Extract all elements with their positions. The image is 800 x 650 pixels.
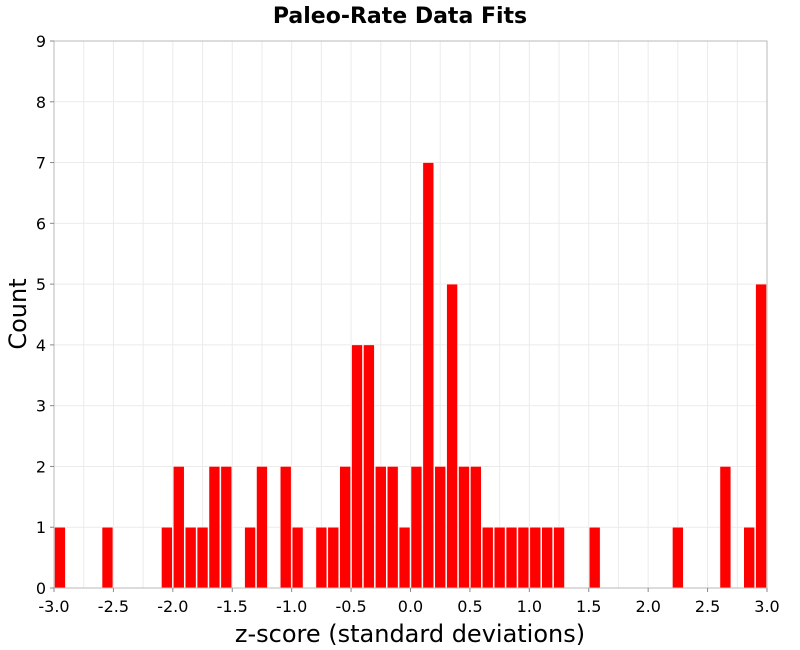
x-tick-label: -3.0	[38, 597, 69, 616]
histogram-bar-3	[173, 466, 185, 589]
histogram-bar-8	[244, 526, 256, 589]
histogram-bar-20	[410, 466, 423, 589]
histogram-bar-0	[54, 526, 66, 589]
histogram-bar-16	[363, 344, 375, 589]
histogram-bar-2	[161, 526, 173, 589]
x-axis-label: z-score (standard deviations)	[235, 620, 585, 648]
y-tick-label: 0	[36, 579, 46, 598]
x-tick-label: 0.0	[398, 597, 423, 616]
histogram-bar-25	[470, 466, 482, 589]
y-tick-label: 7	[36, 154, 46, 173]
histogram-bar-5	[196, 526, 209, 589]
histogram-bar-13	[327, 526, 339, 589]
histogram-bar-36	[743, 526, 755, 589]
histogram-bar-19	[398, 526, 411, 589]
histogram-bar-1	[101, 526, 114, 589]
x-tick-label: 2.5	[695, 597, 720, 616]
histogram-bar-33	[589, 526, 601, 589]
y-tick-label: 9	[36, 32, 46, 51]
x-tick-label: -1.5	[217, 597, 248, 616]
histogram-bar-31	[541, 526, 553, 589]
histogram-bar-23	[446, 283, 458, 589]
histogram-bar-21	[422, 162, 435, 589]
y-tick-label: 6	[36, 214, 46, 233]
histogram-bar-17	[375, 466, 387, 589]
histogram-bar-30	[529, 526, 541, 589]
x-tick-label: 0.5	[457, 597, 482, 616]
histogram-bar-4	[184, 526, 197, 589]
histogram-bar-26	[482, 526, 494, 589]
y-tick-label: 4	[36, 336, 46, 355]
y-tick-label: 3	[36, 397, 46, 416]
histogram-bar-34	[672, 526, 684, 589]
histogram-bar-9	[256, 466, 268, 589]
y-tick-label: 2	[36, 457, 46, 476]
x-tick-label: 1.0	[517, 597, 542, 616]
histogram-bar-22	[434, 466, 446, 589]
histogram-bar-10	[280, 466, 292, 589]
x-tick-label: 1.5	[576, 597, 601, 616]
chart-title: Paleo-Rate Data Fits	[273, 4, 527, 29]
y-tick-label: 5	[36, 275, 46, 294]
y-tick-label: 8	[36, 93, 46, 112]
histogram-bar-28	[505, 526, 518, 589]
x-tick-label: -2.0	[157, 597, 188, 616]
histogram-bar-27	[493, 526, 506, 589]
y-axis-ticks: 0 1 2 3 4 5 6 7 8 9	[36, 32, 54, 598]
histogram-bar-24	[458, 466, 470, 589]
histogram-bar-15	[351, 344, 363, 589]
x-tick-label: -1.0	[276, 597, 307, 616]
y-axis-label: Count	[4, 278, 32, 349]
histogram-bar-14	[339, 466, 351, 589]
histogram-bar-18	[386, 466, 399, 589]
y-tick-label: 1	[36, 518, 46, 537]
x-tick-label: 2.0	[635, 597, 660, 616]
x-tick-label: 3.0	[754, 597, 779, 616]
histogram-bar-6	[208, 466, 221, 589]
histogram-bar-11	[291, 526, 304, 589]
histogram-bar-12	[315, 526, 328, 589]
histogram-bars	[54, 162, 767, 589]
x-tick-label: -2.5	[98, 597, 129, 616]
x-axis-ticks: -3.0 -2.5 -2.0 -1.5 -1.0 -0.5 0.0 0.5 1.0 1.5 2.0 2…	[38, 588, 780, 616]
histogram-bar-35	[719, 466, 732, 589]
x-tick-label: -0.5	[335, 597, 366, 616]
histogram-bar-29	[517, 526, 530, 589]
histogram-bar-32	[553, 526, 565, 589]
histogram-bar-7	[220, 466, 233, 589]
histogram-bar-37	[755, 283, 767, 589]
